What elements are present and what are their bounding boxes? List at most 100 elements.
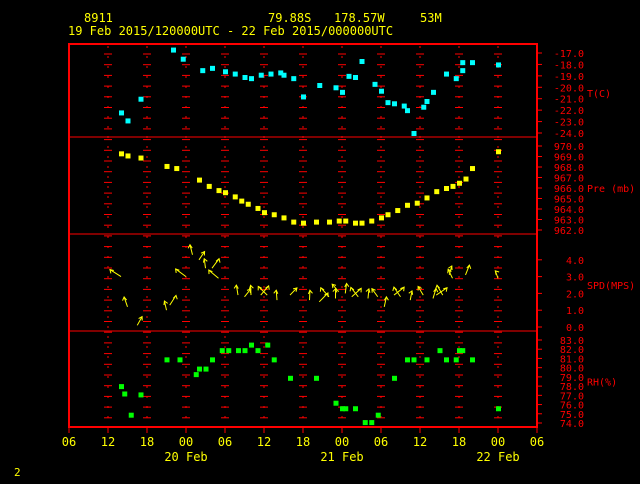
station-longitude: 178.57W bbox=[334, 11, 385, 25]
pressure-point bbox=[119, 151, 124, 156]
panel-label-pressure: Pre (mb) bbox=[587, 184, 635, 195]
pressure-point bbox=[217, 188, 222, 193]
humidity-point bbox=[376, 413, 381, 418]
humidity-point bbox=[460, 348, 465, 353]
temperature-point bbox=[171, 48, 176, 53]
temperature-point bbox=[269, 72, 274, 77]
humidity-point bbox=[363, 420, 368, 425]
y-tick-label: 3.0 bbox=[566, 273, 584, 284]
x-tick-label: 12 bbox=[413, 435, 427, 449]
y-tick-label: -23.0 bbox=[554, 118, 584, 129]
temperature-point bbox=[282, 73, 287, 78]
pressure-point bbox=[239, 199, 244, 204]
x-tick-label: 06 bbox=[374, 435, 388, 449]
temperature-point bbox=[454, 76, 459, 81]
pressure-point bbox=[386, 212, 391, 217]
station-id: 8911 bbox=[84, 11, 113, 25]
x-tick-label: 00 bbox=[179, 435, 193, 449]
pressure-point bbox=[126, 153, 131, 158]
x-tick-label: 00 bbox=[335, 435, 349, 449]
y-tick-label: 0.0 bbox=[566, 323, 584, 334]
humidity-point bbox=[197, 367, 202, 372]
humidity-point bbox=[243, 348, 248, 353]
pressure-point bbox=[233, 194, 238, 199]
temperature-point bbox=[496, 62, 501, 67]
y-tick-label: 962.0 bbox=[554, 226, 584, 237]
x-tick-label: 12 bbox=[257, 435, 271, 449]
temperature-point bbox=[373, 82, 378, 87]
temperature-point bbox=[360, 59, 365, 64]
temperature-point bbox=[249, 76, 254, 81]
temperature-point bbox=[126, 118, 131, 123]
temperature-point bbox=[340, 90, 345, 95]
y-tick-label: 2.0 bbox=[566, 289, 584, 300]
humidity-point bbox=[343, 406, 348, 411]
temperature-point bbox=[402, 104, 407, 109]
x-tick-label: 12 bbox=[101, 435, 115, 449]
pressure-point bbox=[369, 219, 374, 224]
humidity-point bbox=[226, 348, 231, 353]
temperature-point bbox=[379, 89, 384, 94]
y-tick-label: 74.0 bbox=[560, 419, 584, 430]
y-tick-label: 966.0 bbox=[554, 184, 584, 195]
x-tick-label: 06 bbox=[530, 435, 544, 449]
pressure-point bbox=[314, 220, 319, 225]
humidity-point bbox=[288, 376, 293, 381]
humidity-point bbox=[220, 348, 225, 353]
x-date-label: 20 Feb bbox=[164, 450, 207, 464]
humidity-point bbox=[165, 357, 170, 362]
x-tick-label: 18 bbox=[296, 435, 310, 449]
pressure-point bbox=[415, 201, 420, 206]
x-tick-label: 00 bbox=[491, 435, 505, 449]
page-number: 2 bbox=[14, 466, 21, 479]
temperature-point bbox=[210, 66, 215, 71]
humidity-point bbox=[122, 391, 127, 396]
humidity-point bbox=[194, 372, 199, 377]
humidity-point bbox=[405, 357, 410, 362]
humidity-point bbox=[272, 357, 277, 362]
temperature-point bbox=[259, 73, 264, 78]
y-tick-label: 1.0 bbox=[566, 306, 584, 317]
station-latitude: 79.88S bbox=[268, 11, 311, 25]
pressure-point bbox=[451, 184, 456, 189]
humidity-point bbox=[236, 348, 241, 353]
panel-label-humidity: RH(%) bbox=[587, 378, 617, 389]
temperature-point bbox=[301, 94, 306, 99]
humidity-point bbox=[178, 357, 183, 362]
y-tick-label: 965.0 bbox=[554, 195, 584, 206]
y-tick-label: 970.0 bbox=[554, 142, 584, 153]
station-elevation: 53M bbox=[420, 11, 442, 25]
y-tick-label: 963.0 bbox=[554, 216, 584, 227]
temperature-point bbox=[181, 57, 186, 62]
pressure-point bbox=[223, 190, 228, 195]
temperature-point bbox=[353, 75, 358, 80]
humidity-point bbox=[425, 357, 430, 362]
y-tick-label: -24.0 bbox=[554, 129, 584, 140]
temperature-point bbox=[444, 72, 449, 77]
humidity-point bbox=[129, 413, 134, 418]
pressure-point bbox=[197, 178, 202, 183]
humidity-point bbox=[444, 357, 449, 362]
pressure-point bbox=[464, 177, 469, 182]
pressure-point bbox=[256, 206, 261, 211]
pressure-point bbox=[282, 215, 287, 220]
pressure-point bbox=[343, 219, 348, 224]
y-tick-label: -17.0 bbox=[554, 49, 584, 60]
humidity-point bbox=[392, 376, 397, 381]
pressure-point bbox=[246, 202, 251, 207]
temperature-point bbox=[412, 131, 417, 136]
pressure-point bbox=[353, 221, 358, 226]
temperature-point bbox=[139, 97, 144, 102]
humidity-point bbox=[438, 348, 443, 353]
humidity-point bbox=[265, 343, 270, 348]
humidity-point bbox=[119, 384, 124, 389]
x-date-label: 22 Feb bbox=[476, 450, 519, 464]
pressure-point bbox=[379, 215, 384, 220]
y-tick-label: 969.0 bbox=[554, 153, 584, 164]
pressure-point bbox=[425, 195, 430, 200]
pressure-point bbox=[207, 184, 212, 189]
x-tick-label: 18 bbox=[452, 435, 466, 449]
pressure-point bbox=[272, 212, 277, 217]
